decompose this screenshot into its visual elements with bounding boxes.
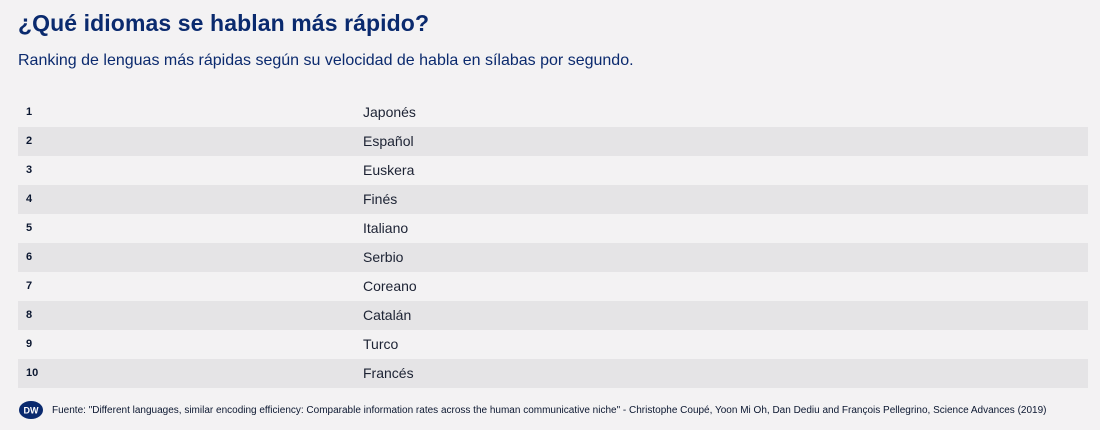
language-name: Coreano bbox=[363, 278, 417, 294]
language-name: Italiano bbox=[363, 220, 409, 236]
rank-number: 10 bbox=[26, 367, 39, 379]
language-name: Japonés bbox=[363, 104, 416, 120]
table-row: 3 Euskera bbox=[18, 156, 1088, 185]
source-text: Fuente: "Different languages, similar en… bbox=[52, 404, 1047, 416]
table-row: 9 Turco bbox=[18, 330, 1088, 359]
language-name: Finés bbox=[363, 191, 398, 207]
rank-number: 3 bbox=[26, 164, 33, 176]
table-row: 10 Francés bbox=[18, 359, 1088, 388]
table-row: 5 Italiano bbox=[18, 214, 1088, 243]
language-name: Turco bbox=[363, 336, 399, 352]
language-name: Euskera bbox=[363, 162, 415, 178]
source-footer: DW Fuente: "Different languages, similar… bbox=[18, 400, 1047, 420]
rank-number: 1 bbox=[26, 106, 33, 118]
language-name: Español bbox=[363, 133, 414, 149]
language-name: Francés bbox=[363, 365, 414, 381]
table-row: 4 Finés bbox=[18, 185, 1088, 214]
rank-number: 9 bbox=[26, 338, 33, 350]
table-row: 7 Coreano bbox=[18, 272, 1088, 301]
language-name: Catalán bbox=[363, 307, 412, 323]
table-row: 8 Catalán bbox=[18, 301, 1088, 330]
ranking-table: 1 Japonés 2 Español 3 Euskera 4 Finés 5 … bbox=[18, 98, 1088, 388]
rank-number: 7 bbox=[26, 280, 33, 292]
rank-number: 5 bbox=[26, 222, 33, 234]
rank-number: 4 bbox=[26, 193, 33, 205]
page-subtitle: Ranking de lenguas más rápidas según su … bbox=[18, 52, 634, 69]
table-row: 2 Español bbox=[18, 127, 1088, 156]
language-name: Serbio bbox=[363, 249, 404, 265]
dw-logo-text: DW bbox=[24, 406, 39, 416]
table-row: 6 Serbio bbox=[18, 243, 1088, 272]
rank-number: 6 bbox=[26, 251, 33, 263]
dw-logo-icon: DW bbox=[19, 401, 43, 419]
page-title: ¿Qué idiomas se hablan más rápido? bbox=[18, 10, 430, 36]
rank-number: 2 bbox=[26, 135, 33, 147]
table-row: 1 Japonés bbox=[18, 98, 1088, 127]
rank-number: 8 bbox=[26, 309, 33, 321]
